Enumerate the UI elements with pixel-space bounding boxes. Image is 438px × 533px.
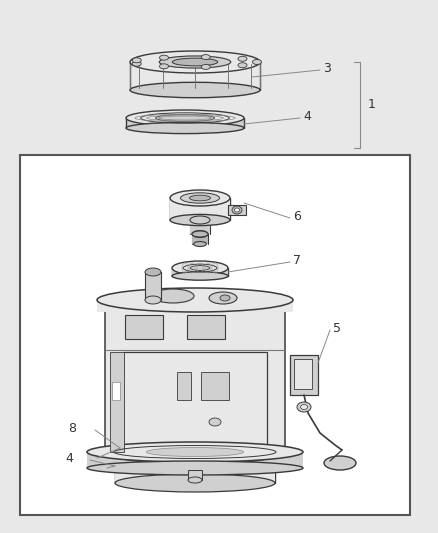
Ellipse shape [172, 272, 228, 280]
Text: 4: 4 [65, 451, 73, 464]
Ellipse shape [130, 51, 260, 73]
Ellipse shape [209, 292, 237, 304]
Bar [201, 372, 229, 400]
Ellipse shape [97, 288, 293, 312]
Ellipse shape [159, 56, 231, 68]
Ellipse shape [190, 265, 210, 270]
Ellipse shape [194, 241, 206, 246]
Ellipse shape [232, 206, 242, 214]
Text: 1: 1 [368, 99, 376, 111]
Ellipse shape [132, 61, 141, 66]
Ellipse shape [190, 216, 210, 224]
Ellipse shape [152, 289, 194, 303]
Ellipse shape [115, 474, 275, 492]
Bar [110, 352, 124, 452]
Ellipse shape [172, 261, 228, 275]
Text: 3: 3 [323, 61, 331, 75]
Bar [115, 455, 275, 483]
Ellipse shape [234, 208, 240, 212]
Bar [177, 372, 191, 400]
Bar [290, 355, 318, 395]
Bar [97, 300, 293, 312]
Ellipse shape [192, 230, 208, 238]
Bar [20, 155, 410, 515]
Bar [172, 268, 228, 276]
Bar [125, 315, 163, 339]
Bar [130, 62, 260, 90]
Ellipse shape [238, 63, 247, 68]
Ellipse shape [132, 58, 141, 63]
Ellipse shape [130, 82, 260, 98]
Text: 6: 6 [293, 209, 301, 222]
Text: 4: 4 [303, 109, 311, 123]
Ellipse shape [87, 442, 303, 462]
Ellipse shape [238, 56, 247, 61]
Bar [105, 300, 285, 468]
Bar [145, 272, 161, 300]
Ellipse shape [159, 64, 169, 69]
Ellipse shape [126, 123, 244, 134]
Ellipse shape [87, 461, 303, 475]
Ellipse shape [201, 64, 210, 69]
Bar [190, 220, 210, 234]
Ellipse shape [126, 110, 244, 126]
Ellipse shape [192, 231, 208, 237]
Ellipse shape [159, 55, 169, 60]
Bar [228, 205, 246, 215]
Ellipse shape [188, 477, 202, 483]
Ellipse shape [170, 190, 230, 206]
Bar [170, 198, 230, 220]
Bar [188, 470, 202, 480]
Ellipse shape [180, 193, 219, 203]
Bar [294, 359, 312, 389]
Bar [126, 118, 244, 128]
Text: 5: 5 [333, 321, 341, 335]
Ellipse shape [155, 115, 215, 122]
Bar [87, 452, 303, 468]
Text: 8: 8 [68, 422, 76, 434]
Ellipse shape [201, 54, 210, 60]
Ellipse shape [209, 418, 221, 426]
Ellipse shape [220, 295, 230, 301]
Ellipse shape [115, 446, 275, 464]
Ellipse shape [145, 296, 161, 304]
Ellipse shape [146, 448, 244, 456]
Ellipse shape [145, 268, 161, 276]
Ellipse shape [172, 58, 218, 66]
Ellipse shape [170, 214, 230, 225]
Ellipse shape [324, 456, 356, 470]
Bar [192, 234, 208, 244]
Text: 7: 7 [293, 254, 301, 266]
Ellipse shape [300, 405, 307, 409]
Bar [112, 382, 120, 400]
Bar [187, 315, 225, 339]
Ellipse shape [252, 60, 261, 64]
Ellipse shape [297, 402, 311, 412]
Ellipse shape [190, 195, 211, 201]
Bar [123, 352, 267, 452]
